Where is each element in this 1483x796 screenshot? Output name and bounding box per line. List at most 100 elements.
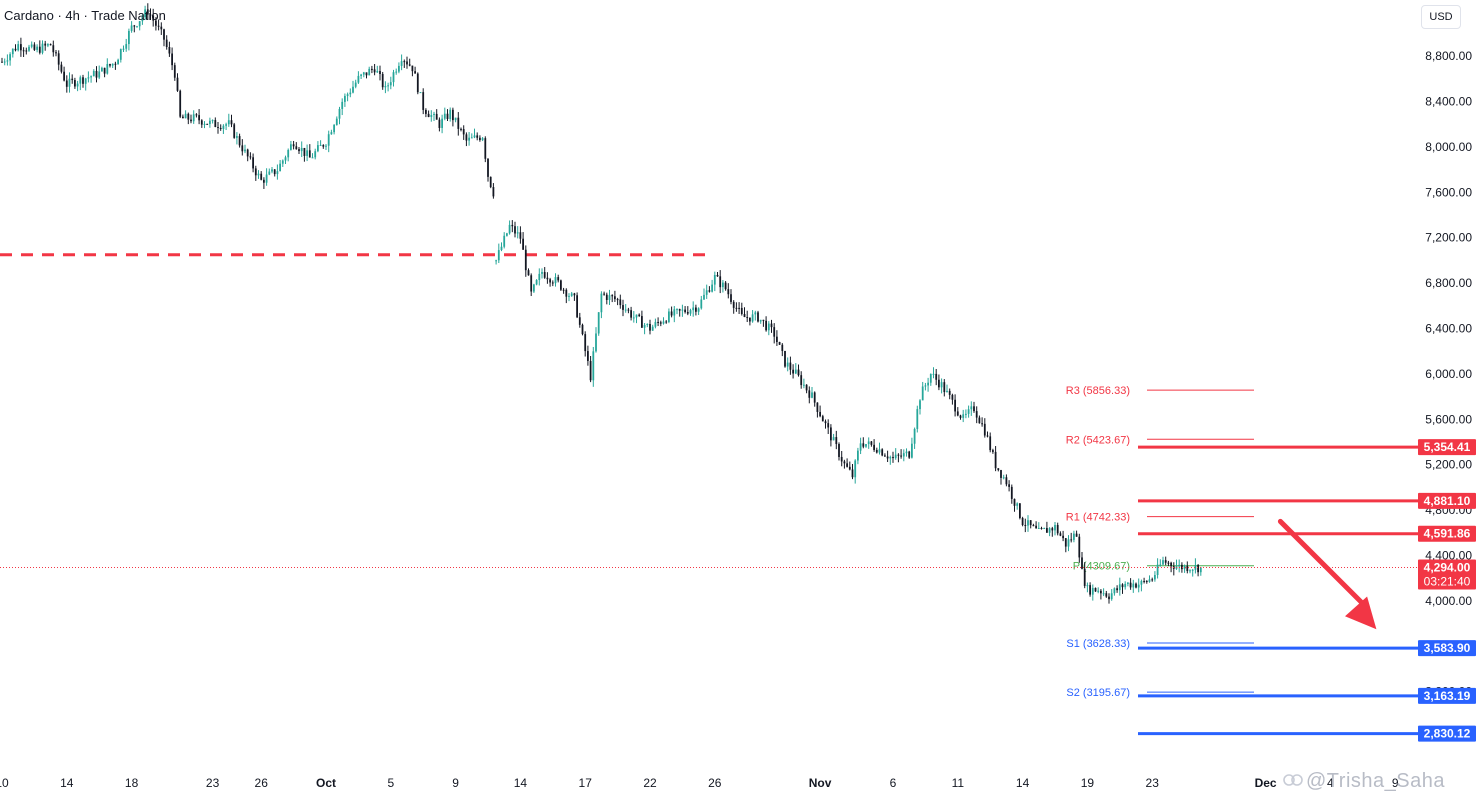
candle[interactable] <box>886 450 889 463</box>
candle[interactable] <box>114 61 117 70</box>
candle[interactable] <box>908 450 911 459</box>
candle[interactable] <box>1102 588 1105 597</box>
candle[interactable] <box>1051 526 1054 537</box>
candle[interactable] <box>433 111 435 122</box>
candle[interactable] <box>279 159 281 172</box>
candle[interactable] <box>84 77 87 91</box>
candle[interactable] <box>406 56 408 69</box>
candle[interactable] <box>303 147 306 162</box>
candle[interactable] <box>1070 532 1073 543</box>
candle[interactable] <box>913 427 916 449</box>
candle[interactable] <box>1162 556 1164 566</box>
candle[interactable] <box>784 350 786 368</box>
candle[interactable] <box>225 122 227 131</box>
candle[interactable] <box>538 268 541 286</box>
candle[interactable] <box>881 448 884 457</box>
candle[interactable] <box>597 312 600 336</box>
candle[interactable] <box>160 22 163 35</box>
candle[interactable] <box>200 119 203 128</box>
candle[interactable] <box>924 382 927 391</box>
candle[interactable] <box>325 143 327 151</box>
candle[interactable] <box>446 109 449 121</box>
candle[interactable] <box>584 331 587 357</box>
candle[interactable] <box>668 308 670 324</box>
candle[interactable] <box>236 132 238 145</box>
candle[interactable] <box>781 343 784 357</box>
candle[interactable] <box>136 25 138 28</box>
candle[interactable] <box>851 464 854 480</box>
candle[interactable] <box>1108 593 1110 604</box>
candle[interactable] <box>79 75 82 91</box>
candle[interactable] <box>476 132 479 141</box>
candle[interactable] <box>222 124 225 134</box>
candle[interactable] <box>333 123 335 135</box>
candle[interactable] <box>1151 577 1154 582</box>
candle[interactable] <box>1073 530 1075 543</box>
candle[interactable] <box>481 137 484 142</box>
candle[interactable] <box>805 384 808 394</box>
candle[interactable] <box>595 327 597 353</box>
candle[interactable] <box>1019 503 1021 520</box>
candle[interactable] <box>700 295 703 310</box>
candle[interactable] <box>578 312 581 328</box>
candle[interactable] <box>173 62 176 81</box>
candle[interactable] <box>522 232 524 250</box>
candle[interactable] <box>705 284 708 299</box>
candle[interactable] <box>327 130 330 153</box>
candle[interactable] <box>516 226 519 239</box>
candle[interactable] <box>867 437 870 449</box>
candle[interactable] <box>827 419 830 435</box>
candle[interactable] <box>929 373 932 386</box>
candle[interactable] <box>749 317 751 326</box>
candle[interactable] <box>962 409 965 423</box>
candle[interactable] <box>122 45 125 52</box>
candle[interactable] <box>206 123 209 125</box>
candle[interactable] <box>616 297 619 306</box>
candle[interactable] <box>1097 587 1100 594</box>
candle[interactable] <box>41 40 44 55</box>
candle[interactable] <box>992 448 994 454</box>
candle[interactable] <box>195 113 198 118</box>
candle[interactable] <box>452 107 454 127</box>
candle[interactable] <box>889 455 892 465</box>
candle[interactable] <box>1046 521 1048 533</box>
candle[interactable] <box>176 73 179 92</box>
candle[interactable] <box>295 142 298 150</box>
candle[interactable] <box>1062 530 1064 542</box>
candle[interactable] <box>92 69 95 77</box>
candle[interactable] <box>800 371 803 389</box>
candle[interactable] <box>970 401 973 416</box>
candle[interactable] <box>508 220 511 235</box>
candle[interactable] <box>435 109 438 120</box>
candle[interactable] <box>90 75 92 83</box>
candle[interactable] <box>1016 502 1019 510</box>
candle[interactable] <box>524 245 527 277</box>
candle[interactable] <box>776 330 778 346</box>
candle[interactable] <box>306 144 308 162</box>
candle[interactable] <box>376 65 379 73</box>
candle[interactable] <box>846 458 848 468</box>
candle[interactable] <box>241 139 244 156</box>
candle[interactable] <box>465 132 468 147</box>
candle[interactable] <box>1 57 3 63</box>
candle[interactable] <box>319 140 322 147</box>
candle[interactable] <box>152 8 155 27</box>
candle[interactable] <box>611 294 614 303</box>
candle[interactable] <box>246 148 249 162</box>
candle[interactable] <box>622 299 624 317</box>
candle[interactable] <box>1121 583 1124 594</box>
candle[interactable] <box>125 38 128 52</box>
candle[interactable] <box>1024 518 1027 533</box>
candle[interactable] <box>271 167 273 174</box>
candle[interactable] <box>670 306 673 318</box>
candle[interactable] <box>514 221 516 238</box>
candle[interactable] <box>1197 563 1199 577</box>
candle[interactable] <box>630 306 632 321</box>
candle[interactable] <box>1124 581 1127 590</box>
candle[interactable] <box>149 8 152 21</box>
candle[interactable] <box>227 113 230 127</box>
candle[interactable] <box>249 152 252 160</box>
candle[interactable] <box>1132 579 1135 593</box>
candle[interactable] <box>1164 556 1167 566</box>
candles-layer[interactable] <box>1 3 1202 604</box>
